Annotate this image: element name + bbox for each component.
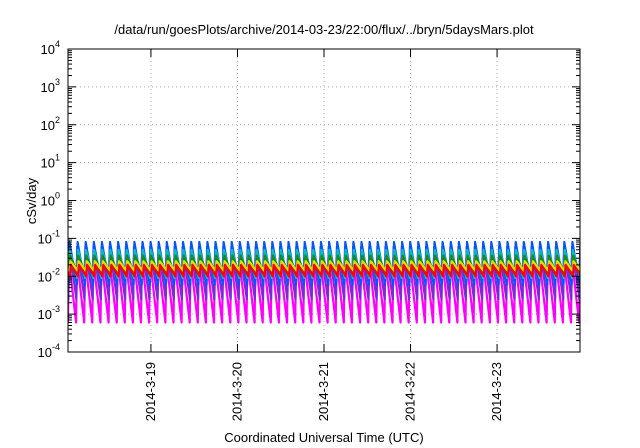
x-axis: 2014-3-19 2014-3-20 2014-3-21 2014-3-22 2014… [143,49,504,421]
y-tick-exponent: 0 [55,191,60,201]
series-group [68,240,580,324]
series-line-6 [68,263,580,278]
x-tick-label: 2014-3-21 [316,362,331,421]
x-tick-label: 2014-3-19 [143,362,158,421]
x-axis-label: Coordinated Universal Time (UTC) [224,430,423,445]
y-tick-base: 10 [41,80,55,95]
chart-title: /data/run/goesPlots/archive/2014-03-23/2… [114,22,534,37]
y-axis-label: cSv/day [24,177,39,224]
x-tick-label: 2014-3-22 [403,362,418,421]
y-tick-label: 100 [41,191,60,209]
y-tick-exponent: 2 [55,115,60,125]
y-tick-base: 10 [41,156,55,171]
y-tick-label: 103 [41,77,60,95]
y-tick-exponent: 3 [55,77,60,87]
y-tick-label: 101 [41,153,60,171]
y-tick-base: 10 [41,118,55,133]
y-tick-label: 104 [41,39,60,57]
y-tick-base: 10 [38,269,52,284]
y-tick-base: 10 [41,42,55,57]
x-tick-label: 2014-3-20 [229,362,244,421]
y-tick-label: 10-4 [38,342,60,360]
y-tick-exponent: -4 [52,342,60,352]
series-line-1 [68,245,580,301]
series-line-2 [68,240,580,286]
y-tick-base: 10 [38,345,52,360]
y-tick-exponent: 1 [55,153,60,163]
y-tick-label: 102 [41,115,60,133]
y-tick-label: 10-2 [38,266,60,284]
series-line-0 [68,257,580,324]
y-tick-label: 10-3 [38,304,60,322]
x-tick-label: 2014-3-23 [489,362,504,421]
y-tick-exponent: -2 [52,266,60,276]
y-tick-label: 10-1 [38,228,60,246]
y-tick-base: 10 [38,231,52,246]
y-tick-base: 10 [38,307,52,322]
y-tick-exponent: -3 [52,304,60,314]
y-tick-exponent: 4 [55,39,60,49]
y-tick-exponent: -1 [52,228,60,238]
y-tick-base: 10 [41,194,55,209]
